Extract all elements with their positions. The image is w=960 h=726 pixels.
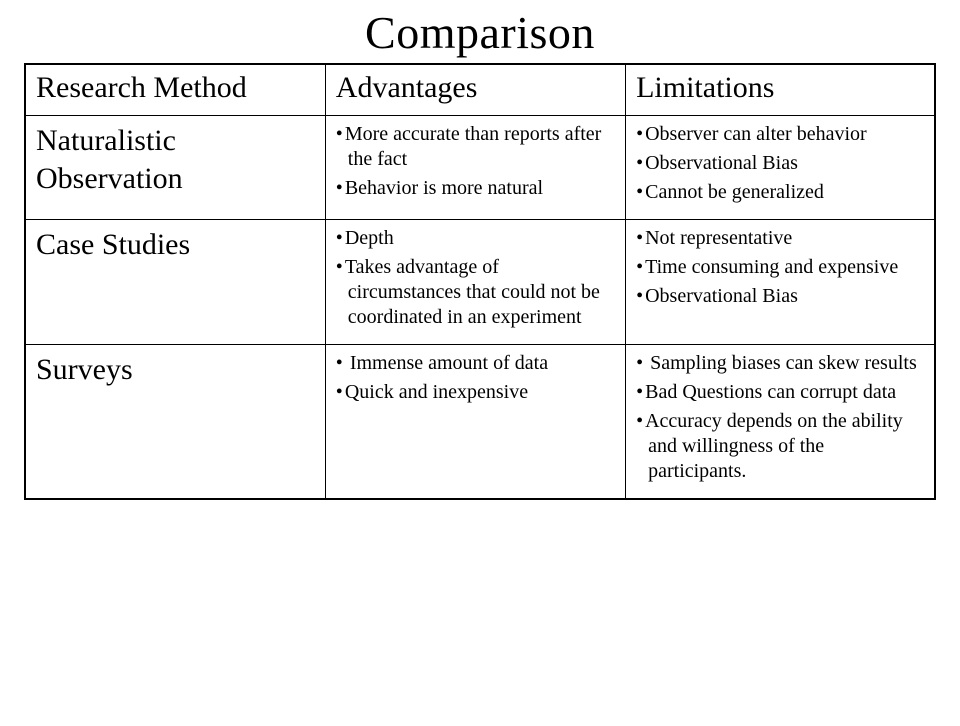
bullet-item: Accuracy depends on the ability and will… xyxy=(636,409,924,484)
bullet-item: Depth xyxy=(336,226,615,251)
bullet-item: Time consuming and expensive xyxy=(636,255,924,280)
advantages-list: Depth Takes advantage of circumstances t… xyxy=(336,226,615,330)
comparison-table: Research Method Advantages Limitations N… xyxy=(24,63,936,500)
table-row: Naturalistic Observation More accurate t… xyxy=(25,116,935,220)
page-title: Comparison xyxy=(24,6,936,59)
bullet-item: Cannot be generalized xyxy=(636,180,924,205)
table-header-row: Research Method Advantages Limitations xyxy=(25,64,935,116)
table-row: Case Studies Depth Takes advantage of ci… xyxy=(25,220,935,345)
advantages-cell: Immense amount of data Quick and inexpen… xyxy=(325,345,625,500)
method-cell: Case Studies xyxy=(25,220,325,345)
bullet-item: Bad Questions can corrupt data xyxy=(636,380,924,405)
limitations-cell: Observer can alter behavior Observationa… xyxy=(626,116,935,220)
advantages-cell: Depth Takes advantage of circumstances t… xyxy=(325,220,625,345)
advantages-list: Immense amount of data Quick and inexpen… xyxy=(336,351,615,405)
page-container: Comparison Research Method Advantages Li… xyxy=(0,6,960,524)
limitations-cell: Sampling biases can skew results Bad Que… xyxy=(626,345,935,500)
limitations-list: Observer can alter behavior Observationa… xyxy=(636,122,924,205)
bullet-item: Behavior is more natural xyxy=(336,176,615,201)
bullet-item: Takes advantage of circumstances that co… xyxy=(336,255,615,330)
table-row: Surveys Immense amount of data Quick and… xyxy=(25,345,935,500)
col-header-advantages: Advantages xyxy=(325,64,625,116)
bullet-item: More accurate than reports after the fac… xyxy=(336,122,615,172)
limitations-list: Not representative Time consuming and ex… xyxy=(636,226,924,309)
advantages-cell: More accurate than reports after the fac… xyxy=(325,116,625,220)
col-header-method: Research Method xyxy=(25,64,325,116)
limitations-cell: Not representative Time consuming and ex… xyxy=(626,220,935,345)
limitations-list: Sampling biases can skew results Bad Que… xyxy=(636,351,924,484)
bullet-item: Sampling biases can skew results xyxy=(636,351,924,376)
method-cell: Naturalistic Observation xyxy=(25,116,325,220)
bullet-item: Quick and inexpensive xyxy=(336,380,615,405)
method-cell: Surveys xyxy=(25,345,325,500)
bullet-item: Immense amount of data xyxy=(336,351,615,376)
bullet-item: Observational Bias xyxy=(636,151,924,176)
advantages-list: More accurate than reports after the fac… xyxy=(336,122,615,201)
bullet-item: Observational Bias xyxy=(636,284,924,309)
col-header-limitations: Limitations xyxy=(626,64,935,116)
bullet-item: Not representative xyxy=(636,226,924,251)
bullet-item: Observer can alter behavior xyxy=(636,122,924,147)
